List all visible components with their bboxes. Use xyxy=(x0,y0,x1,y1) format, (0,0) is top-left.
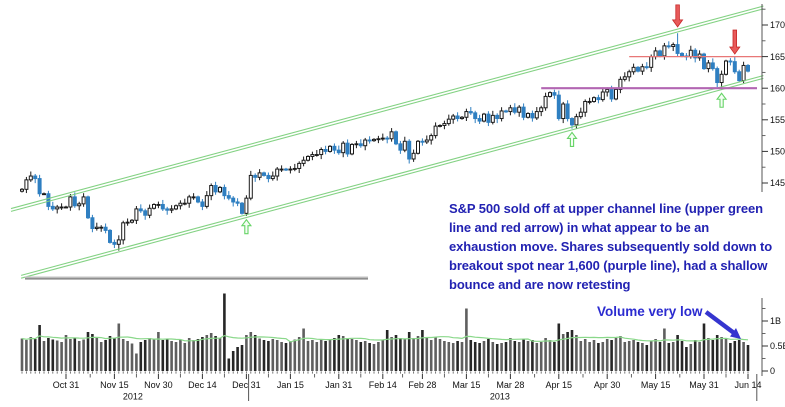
svg-text:Mar 15: Mar 15 xyxy=(452,380,480,390)
svg-text:Jan 31: Jan 31 xyxy=(325,380,352,390)
volume-note-arrow xyxy=(704,310,741,339)
price-axis: 1700 1650 1600 1550 1500 1450 xyxy=(761,4,785,376)
svg-text:Nov 30: Nov 30 xyxy=(144,380,173,390)
svg-text:Apr 15: Apr 15 xyxy=(546,380,573,390)
annotation-text: S&P 500 sold off at upper channel line (… xyxy=(449,199,785,294)
svg-text:1550: 1550 xyxy=(770,115,785,125)
volume-axis: 1B 0.5B 0 xyxy=(762,308,785,376)
date-axis: Oct 31 Nov 15 Nov 30 Dec 14 Dec 31 Jan 15 Jan … xyxy=(21,371,762,402)
svg-text:May 31: May 31 xyxy=(689,380,719,390)
annotation-line: S&P 500 sold off at upper channel line (… xyxy=(449,201,763,216)
svg-text:1500: 1500 xyxy=(770,147,785,157)
green-up-arrow xyxy=(566,131,578,147)
svg-text:Feb 14: Feb 14 xyxy=(369,380,397,390)
green-up-arrow xyxy=(716,92,728,108)
trend-channel-line xyxy=(20,75,764,279)
red-down-arrow xyxy=(729,29,741,55)
svg-text:Dec 31: Dec 31 xyxy=(232,380,261,390)
svg-text:May 15: May 15 xyxy=(641,380,671,390)
svg-text:0.5B: 0.5B xyxy=(770,341,785,351)
svg-text:1650: 1650 xyxy=(770,52,785,62)
svg-text:Jun 14: Jun 14 xyxy=(734,380,761,390)
svg-text:Nov 15: Nov 15 xyxy=(100,380,129,390)
volume-note-text: Volume very low xyxy=(597,304,703,319)
svg-text:Jan 15: Jan 15 xyxy=(277,380,304,390)
svg-text:Mar 28: Mar 28 xyxy=(496,380,524,390)
svg-text:Dec 14: Dec 14 xyxy=(188,380,217,390)
svg-text:0: 0 xyxy=(770,366,775,376)
annotation-line: breakout spot near 1,600 (purple line), … xyxy=(449,258,768,273)
svg-text:1700: 1700 xyxy=(770,20,785,30)
volume-bars xyxy=(20,293,750,371)
annotation-line: line and red arrow) in what appear to be… xyxy=(449,220,710,235)
red-down-arrow xyxy=(671,4,684,28)
svg-text:2012: 2012 xyxy=(123,392,143,402)
svg-text:Apr 30: Apr 30 xyxy=(594,380,621,390)
svg-text:1B: 1B xyxy=(770,316,781,326)
svg-text:1600: 1600 xyxy=(770,83,785,93)
svg-text:1450: 1450 xyxy=(770,178,785,188)
svg-text:Oct 31: Oct 31 xyxy=(53,380,80,390)
svg-text:2013: 2013 xyxy=(490,392,510,402)
annotation-line: bounce and are now retesting xyxy=(449,277,631,292)
volume-ma-line xyxy=(21,334,749,343)
green-up-arrow xyxy=(240,218,252,235)
annotation-line: exhaustion move. Shares subsequently sol… xyxy=(449,239,773,254)
svg-text:Feb 28: Feb 28 xyxy=(408,380,436,390)
trend-channel-line xyxy=(10,5,764,212)
